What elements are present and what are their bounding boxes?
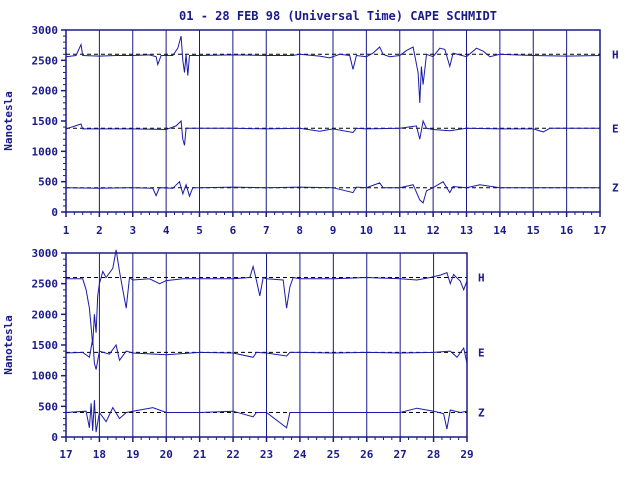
x-tick-label: 15 (527, 224, 540, 237)
x-tick-label: 29 (460, 448, 473, 461)
y-tick-label: 1000 (32, 145, 59, 158)
y-tick-label: 3000 (32, 24, 59, 37)
x-tick-label: 2 (96, 224, 103, 237)
x-tick-label: 25 (327, 448, 340, 461)
x-tick-label: 27 (394, 448, 407, 461)
panel-1: 1 2 3 4 5 6 7 8 9 10 11 12 13 14 15 16 17050010001500200… (2, 24, 619, 237)
x-tick-label: 28 (427, 448, 440, 461)
x-tick-label: 19 (126, 448, 139, 461)
series-label-h: H (612, 48, 619, 61)
x-tick-label: 10 (360, 224, 373, 237)
y-tick-label: 3000 (32, 247, 59, 260)
x-tick-label: 5 (196, 224, 203, 237)
x-tick-label: 14 (493, 224, 507, 237)
chart-title: 01 - 28 FEB 98 (Universal Time) CAPE SCH… (179, 9, 497, 23)
y-tick-label: 2000 (32, 308, 59, 321)
x-tick-label: 8 (296, 224, 303, 237)
y-tick-label: 1000 (32, 370, 59, 383)
x-tick-label: 17 (593, 224, 606, 237)
x-tick-label: 1 (63, 224, 70, 237)
panel-2: 17 18 19 20 21 22 23 24 25 26 27 28 29 0 500 1000 1500 20… (2, 247, 485, 461)
y-tick-label: 0 (51, 206, 58, 219)
y-tick-label: 1500 (32, 339, 59, 352)
x-tick-label: 7 (263, 224, 270, 237)
series-z-line (65, 400, 468, 433)
x-tick-label: 21 (193, 448, 207, 461)
y-axis-label: Nanotesla (2, 91, 15, 151)
series-label-z: Z (612, 182, 619, 195)
y-tick-label: 1500 (32, 115, 59, 128)
x-tick-label: 26 (360, 448, 374, 461)
y-tick-label: 2500 (32, 278, 59, 291)
x-tick-label: 24 (293, 448, 307, 461)
series-label-e: E (612, 122, 619, 135)
y-tick-label: 500 (38, 400, 58, 413)
series-h-line (66, 249, 468, 346)
y-tick-label: 2000 (32, 85, 59, 98)
x-tick-label: 6 (230, 224, 237, 237)
x-tick-label: 16 (560, 224, 574, 237)
series-label-z: Z (478, 406, 485, 419)
y-tick-label: 0 (51, 431, 58, 444)
x-tick-label: 18 (93, 448, 106, 461)
x-tick-label: 13 (460, 224, 473, 237)
series-label-e: E (478, 346, 485, 359)
series-e-line (65, 119, 600, 146)
x-tick-label: 22 (226, 448, 239, 461)
y-tick-label: 500 (38, 176, 58, 189)
x-tick-label: 3 (129, 224, 136, 237)
y-axis-label: Nanotesla (2, 315, 15, 375)
x-tick-label: 4 (163, 224, 170, 237)
series-h-line (65, 35, 601, 103)
series-z-line (65, 180, 600, 204)
y-tick-label: 2500 (32, 54, 59, 67)
series-label-h: H (478, 272, 485, 285)
x-tick-label: 20 (160, 448, 173, 461)
x-tick-label: 12 (427, 224, 440, 237)
series-e-line (65, 338, 468, 370)
x-tick-label: 11 (393, 224, 407, 237)
x-tick-label: 23 (260, 448, 273, 461)
x-tick-label: 17 (59, 448, 72, 461)
x-tick-label: 9 (330, 224, 337, 237)
plots: 1 2 3 4 5 6 7 8 9 10 11 12 13 14 15 16 17050010001500200… (2, 24, 619, 461)
